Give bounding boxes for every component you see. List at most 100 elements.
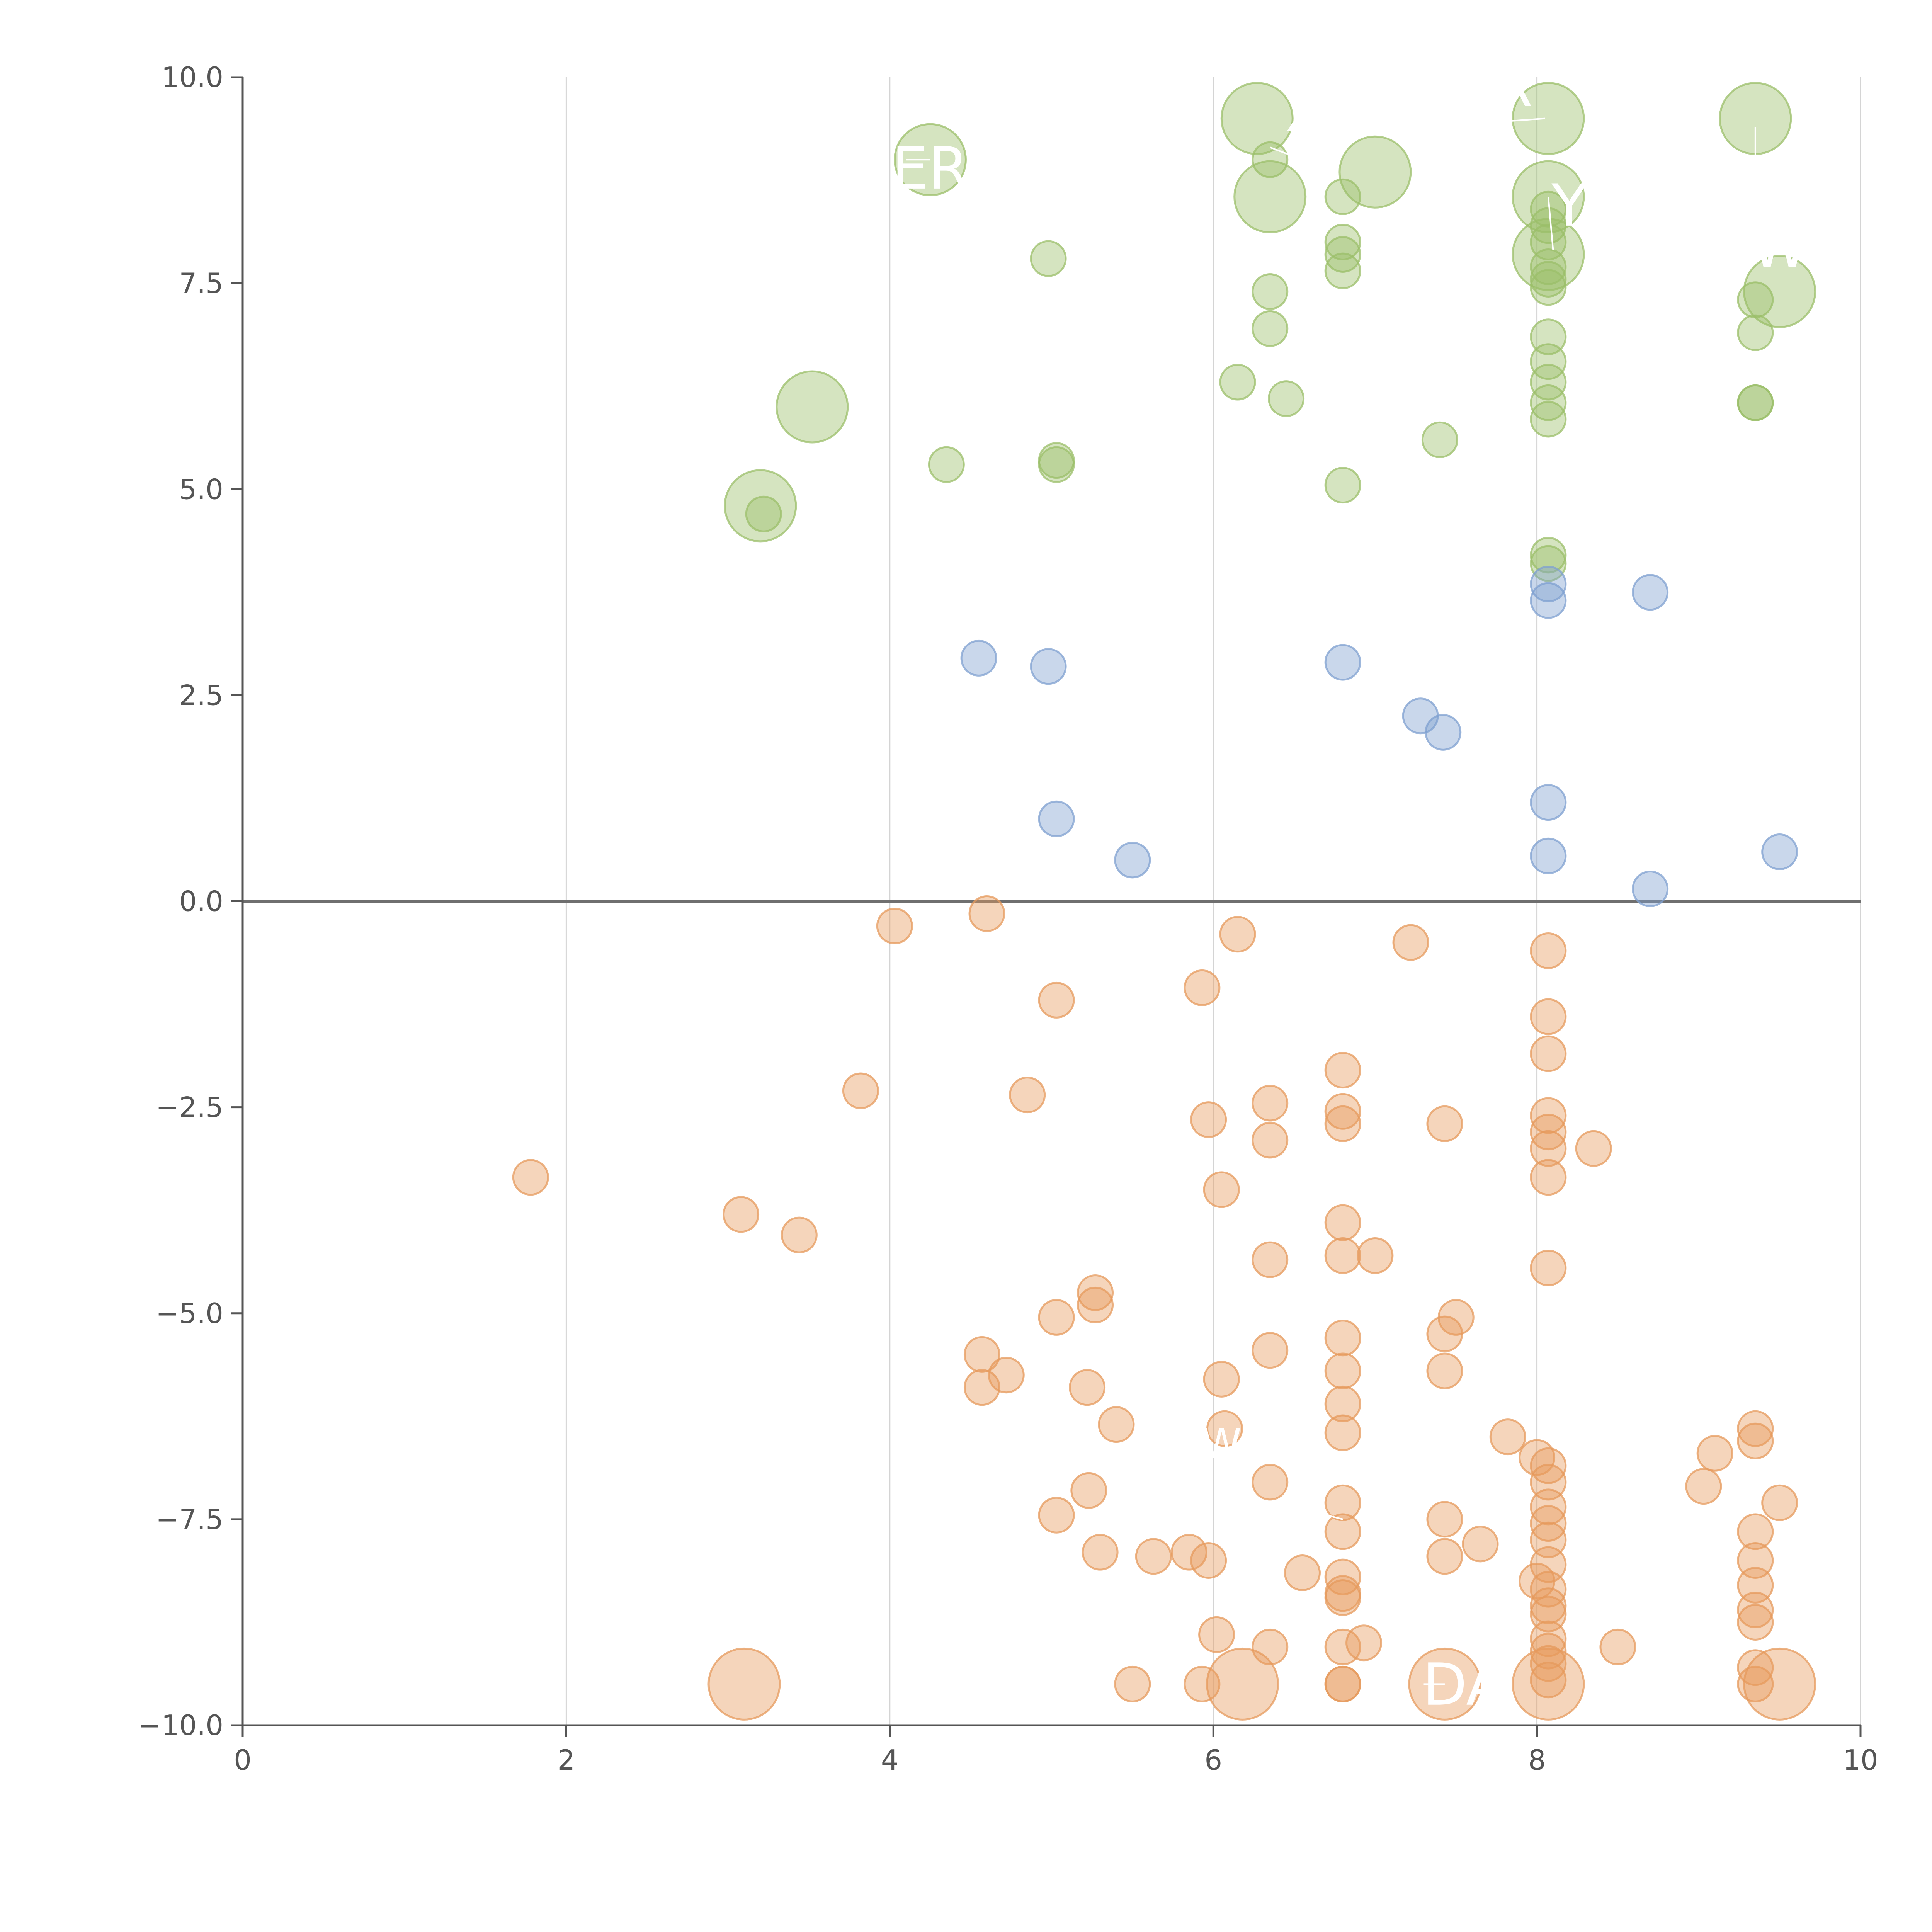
orange-bubble-26 bbox=[781, 1216, 818, 1253]
blue-bubble-13 bbox=[1632, 871, 1669, 908]
orange-bubble-64 bbox=[1426, 1501, 1463, 1538]
orange-bubble-22 bbox=[512, 1159, 549, 1196]
orange-bubble-98 bbox=[1114, 1665, 1151, 1702]
y-tick-label-6: −5.0 bbox=[156, 1297, 223, 1330]
green-bubble-23 bbox=[1743, 255, 1816, 328]
orange-bubble-102 bbox=[1324, 1665, 1361, 1702]
orange-bubble-10 bbox=[842, 1072, 879, 1109]
y-tick-label-3: 2.5 bbox=[179, 679, 223, 711]
orange-bubble-45 bbox=[1069, 1369, 1106, 1406]
orange-bubble-61 bbox=[1324, 1484, 1361, 1521]
green-bubble-14 bbox=[1530, 260, 1567, 298]
green-bubble-34 bbox=[776, 370, 849, 444]
orange-bubble-105 bbox=[1530, 1662, 1567, 1699]
green-bubble-15 bbox=[1530, 269, 1567, 306]
orange-bubble-93 bbox=[1530, 1633, 1567, 1670]
annotation-label-2: ER bbox=[892, 135, 969, 202]
orange-bubble-3 bbox=[1392, 924, 1429, 961]
green-bubble-42 bbox=[1530, 537, 1567, 574]
orange-bubble-11 bbox=[1009, 1077, 1046, 1114]
orange-bubble-36 bbox=[1426, 1315, 1463, 1352]
bubble-layer bbox=[512, 82, 1816, 1721]
annotation-label-0: R bbox=[1493, 53, 1533, 120]
green-bubble-1 bbox=[1220, 82, 1294, 155]
green-bubble-41 bbox=[745, 495, 782, 532]
orange-bubble-107 bbox=[1743, 1647, 1816, 1721]
blue-bubble-10 bbox=[1114, 842, 1151, 879]
orange-bubble-20 bbox=[1530, 1130, 1567, 1167]
y-tick-label-1: 7.5 bbox=[179, 267, 223, 299]
blue-bubble-2 bbox=[1632, 574, 1669, 611]
green-bubble-43 bbox=[1530, 545, 1567, 582]
annotation-leader-1 bbox=[1270, 146, 1335, 173]
y-tick-label-8: −10.0 bbox=[138, 1709, 223, 1742]
y-tick-label-4: 0.0 bbox=[179, 885, 223, 918]
orange-bubble-97 bbox=[707, 1647, 781, 1721]
y-tick-label-0: 10.0 bbox=[162, 61, 223, 94]
orange-bubble-88 bbox=[1198, 1616, 1235, 1653]
orange-bubble-63 bbox=[1038, 1497, 1075, 1534]
blue-bubble-7 bbox=[1425, 714, 1462, 751]
green-bubble-35 bbox=[1421, 421, 1458, 458]
orange-bubble-100 bbox=[1206, 1647, 1279, 1721]
orange-bubble-12 bbox=[1252, 1085, 1289, 1122]
green-bubble-4 bbox=[1233, 160, 1307, 233]
y-tick-label-2: 5.0 bbox=[179, 473, 223, 505]
orange-bubble-28 bbox=[1324, 1237, 1361, 1274]
annotation-layer: R X C ER Y W DA W bbox=[892, 53, 1808, 1719]
orange-bubble-40 bbox=[1426, 1352, 1463, 1389]
green-bubble-29 bbox=[1530, 401, 1567, 438]
orange-bubble-34 bbox=[1038, 1299, 1075, 1336]
green-bubble-21 bbox=[1252, 310, 1289, 347]
x-tick-label-0: 0 bbox=[234, 1744, 252, 1776]
annotation-label-1: X C bbox=[1286, 78, 1384, 145]
green-bubble-31 bbox=[1268, 380, 1305, 417]
green-bubble-27 bbox=[1530, 364, 1567, 401]
orange-bubble-47 bbox=[1098, 1406, 1135, 1443]
green-bubble-30 bbox=[1219, 364, 1256, 401]
orange-bubble-94 bbox=[1599, 1628, 1636, 1665]
orange-bubble-59 bbox=[1685, 1468, 1722, 1505]
orange-bubble-30 bbox=[1252, 1241, 1289, 1278]
annotation-leader-0 bbox=[1488, 117, 1545, 124]
orange-bubble-0 bbox=[876, 907, 913, 944]
orange-bubble-74 bbox=[1426, 1538, 1463, 1575]
blue-bubble-3 bbox=[960, 639, 997, 677]
blue-bubble-4 bbox=[1030, 648, 1067, 685]
green-bubble-6 bbox=[1512, 82, 1585, 155]
orange-bubble-84 bbox=[1530, 1587, 1567, 1624]
orange-bubble-49 bbox=[1206, 1410, 1243, 1447]
orange-bubble-67 bbox=[1324, 1513, 1361, 1550]
green-bubble-24 bbox=[1737, 314, 1774, 351]
orange-bubble-29 bbox=[1357, 1237, 1394, 1274]
orange-bubble-39 bbox=[963, 1336, 1000, 1373]
green-bubble-5 bbox=[1338, 135, 1412, 209]
orange-bubble-57 bbox=[1252, 1464, 1289, 1501]
orange-bubble-51 bbox=[1737, 1422, 1774, 1459]
blue-bubble-9 bbox=[1038, 800, 1075, 837]
orange-bubble-83 bbox=[1324, 1579, 1361, 1616]
annotation-label-5: DA bbox=[1422, 1651, 1505, 1719]
orange-bubble-53 bbox=[1696, 1435, 1733, 1472]
green-bubble-16 bbox=[1324, 224, 1361, 260]
orange-bubble-25 bbox=[723, 1196, 760, 1233]
orange-bubble-99 bbox=[1184, 1665, 1221, 1702]
orange-bubble-70 bbox=[1082, 1534, 1119, 1571]
y-tick-label-7: −7.5 bbox=[156, 1503, 223, 1536]
annotation-leader-3 bbox=[1547, 197, 1554, 251]
green-bubble-3 bbox=[1324, 178, 1361, 215]
x-tick-label-1: 2 bbox=[557, 1744, 575, 1776]
x-tick-label-2: 4 bbox=[881, 1744, 899, 1776]
orange-bubble-44 bbox=[963, 1369, 1000, 1406]
orange-bubble-37 bbox=[1324, 1320, 1361, 1357]
blue-bubble-8 bbox=[1530, 784, 1567, 821]
x-tick-label-5: 10 bbox=[1843, 1744, 1878, 1776]
orange-bubble-68 bbox=[1737, 1513, 1774, 1550]
orange-bubble-31 bbox=[1530, 1249, 1567, 1286]
blue-bubble-1 bbox=[1530, 582, 1567, 619]
orange-bubble-46 bbox=[1324, 1385, 1361, 1422]
orange-bubble-33 bbox=[1077, 1286, 1114, 1323]
x-tick-label-3: 6 bbox=[1204, 1744, 1222, 1776]
